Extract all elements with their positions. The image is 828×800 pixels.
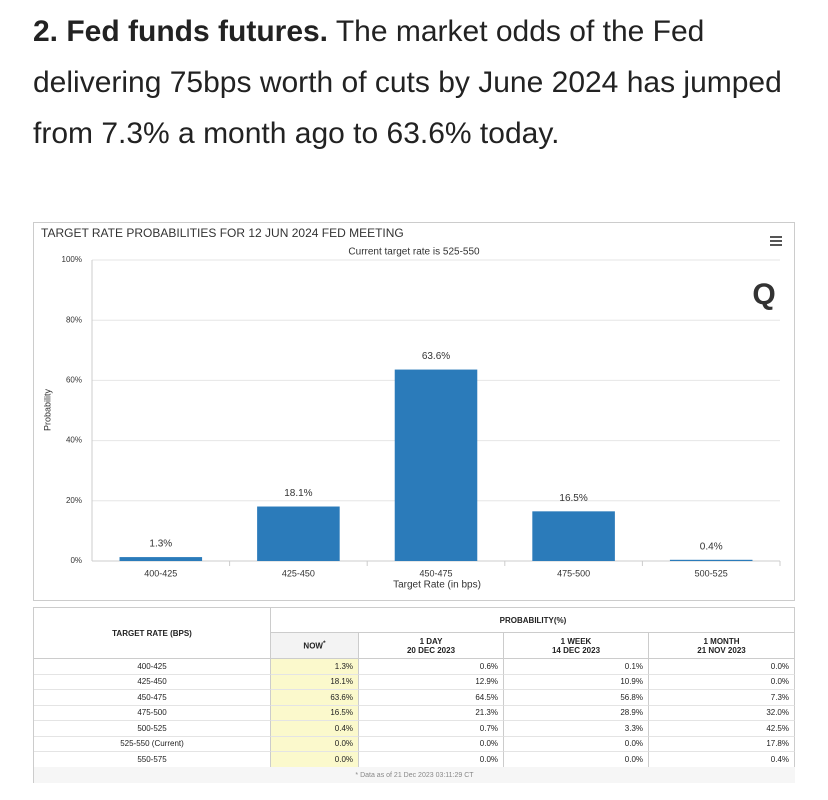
rate-cell: 550-575 <box>34 752 271 768</box>
column-date: 14 DEC 2023 <box>551 645 601 655</box>
bar <box>257 506 340 561</box>
bar <box>119 557 203 561</box>
probability-cell: 10.9% <box>504 674 649 690</box>
probability-cell: 64.5% <box>359 690 504 706</box>
logo: Q <box>752 278 775 311</box>
probability-cell: 0.0% <box>271 752 359 768</box>
footnote: * Data as of 21 Dec 2023 03:11:29 CT <box>34 767 795 783</box>
probability-cell: 0.0% <box>359 736 504 752</box>
value-label: 18.1% <box>284 488 312 499</box>
probability-cell: 21.3% <box>359 705 504 721</box>
probability-cell: 0.0% <box>504 736 649 752</box>
probability-cell: 28.9% <box>504 705 649 721</box>
header-text: The market odds of the Fed delivering 75… <box>33 15 782 150</box>
y-tick-label: 60% <box>66 376 82 385</box>
probability-cell: 42.5% <box>649 721 795 737</box>
value-label: 16.5% <box>559 493 587 504</box>
bar <box>394 369 478 561</box>
menu-icon[interactable] <box>770 236 782 246</box>
probability-cell: 16.5% <box>271 705 359 721</box>
y-tick-label: 100% <box>62 255 82 264</box>
x-tick-label: 425-450 <box>282 568 315 578</box>
column-date: 20 DEC 2023 <box>406 645 456 655</box>
probability-cell: 0.0% <box>504 752 649 768</box>
probability-cell: 0.6% <box>359 659 504 675</box>
probability-cell: 0.0% <box>649 674 795 690</box>
probability-cell: 12.9% <box>359 674 504 690</box>
header-bold: 2. Fed funds futures. <box>33 15 329 48</box>
column-label: 1 WEEK <box>560 636 592 646</box>
rate-cell: 500-525 <box>34 721 271 737</box>
y-tick-label: 0% <box>70 556 82 565</box>
column-header: NOW* <box>271 633 359 659</box>
column-header: 1 WEEK 14 DEC 2023 <box>504 633 649 659</box>
bar <box>532 511 615 561</box>
value-label: 1.3% <box>149 539 172 550</box>
probability-cell: 18.1% <box>271 674 359 690</box>
column-header: 1 DAY 20 DEC 2023 <box>359 633 504 659</box>
x-tick-label: 475-500 <box>557 568 590 578</box>
probability-cell: 0.7% <box>359 721 504 737</box>
column-label: NOW* <box>303 640 326 651</box>
column-header: 1 MONTH 21 NOV 2023 <box>649 633 795 659</box>
rate-cell: 425-450 <box>34 674 271 690</box>
probability-cell: 0.1% <box>504 659 649 675</box>
x-tick-label: 400-425 <box>144 568 177 578</box>
probability-cell: 7.3% <box>649 690 795 706</box>
article-text: 2. Fed funds futures. The market odds of… <box>33 6 813 159</box>
column-label: 1 DAY <box>419 636 443 646</box>
probability-cell: 0.4% <box>649 752 795 768</box>
probability-cell: 0.4% <box>271 721 359 737</box>
value-label: 0.4% <box>700 541 723 552</box>
prob-header: PROBABILITY(%) <box>271 608 795 633</box>
rate-cell: 475-500 <box>34 705 271 721</box>
column-label: 1 MONTH <box>703 636 740 646</box>
column-date: 21 NOV 2023 <box>697 645 746 655</box>
chart-title: TARGET RATE PROBABILITIES FOR 12 JUN 202… <box>41 226 404 240</box>
probability-cell: 1.3% <box>271 659 359 675</box>
column-note: * <box>322 640 326 648</box>
rate-cell: 450-475 <box>34 690 271 706</box>
y-tick-label: 20% <box>66 496 82 505</box>
probability-cell: 3.3% <box>504 721 649 737</box>
chart-subtitle: Current target rate is 525-550 <box>348 247 480 258</box>
value-label: 63.6% <box>422 351 450 362</box>
y-tick-label: 40% <box>66 436 82 445</box>
probability-cell: 63.6% <box>271 690 359 706</box>
y-tick-label: 80% <box>66 315 82 324</box>
bar <box>669 559 753 561</box>
rate-cell: 400-425 <box>34 659 271 675</box>
x-tick-label: 450-475 <box>419 568 452 578</box>
probability-cell: 56.8% <box>504 690 649 706</box>
probability-cell: 17.8% <box>649 736 795 752</box>
probability-cell: 0.0% <box>359 752 504 768</box>
chart: TARGET RATE PROBABILITIES FOR 12 JUN 202… <box>33 222 795 601</box>
rate-cell: 525-550 (Current) <box>34 736 271 752</box>
y-axis-label: Probability <box>42 388 52 431</box>
rate-header: TARGET RATE (BPS) <box>34 608 271 659</box>
x-tick-label: 500-525 <box>695 568 728 578</box>
x-axis-label: Target Rate (in bps) <box>393 580 481 591</box>
probability-cell: 0.0% <box>271 736 359 752</box>
probability-cell: 32.0% <box>649 705 795 721</box>
probability-table: TARGET RATE (BPS) PROBABILITY(%) NOW* 1 DAY… <box>33 607 795 783</box>
probability-cell: 0.0% <box>649 659 795 675</box>
